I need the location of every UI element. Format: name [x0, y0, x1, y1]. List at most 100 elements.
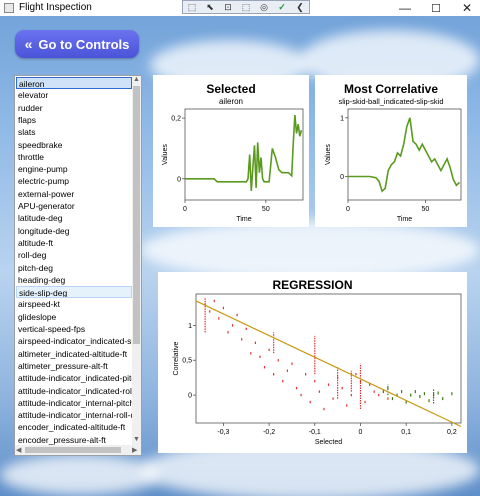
red-data-point	[364, 400, 366, 404]
red-data-point	[373, 390, 375, 393]
list-item[interactable]: airspeed-kt	[18, 299, 61, 310]
list-item[interactable]: vertical-speed-fps	[18, 324, 86, 334]
layout-adorner-icon[interactable]: ⊡	[224, 2, 232, 12]
horizontal-scrollbar[interactable]: ◀ ▶	[15, 445, 141, 455]
y-tick-label: 0	[177, 176, 181, 183]
red-data-point	[241, 338, 243, 341]
green-data-point	[391, 397, 394, 401]
vertical-scroll-thumb[interactable]	[133, 86, 140, 344]
scroll-up-arrow-icon[interactable]: ▲	[133, 76, 140, 83]
minimize-button[interactable]: —	[399, 1, 411, 15]
list-item[interactable]: attitude-indicator_indicated-roll-de	[18, 385, 132, 396]
x-tick-label: 0,2	[447, 429, 457, 436]
list-item[interactable]: heading-deg	[18, 274, 66, 285]
x-axis-label: Time	[397, 216, 412, 223]
regression-line	[195, 300, 462, 428]
app-icon	[4, 3, 14, 13]
list-item[interactable]: rudder	[18, 102, 43, 113]
series-line	[185, 115, 303, 191]
green-data-point	[428, 399, 430, 403]
x-tick-label: 0	[346, 206, 350, 213]
property-list[interactable]: aileron elevator rudder flaps slats speedbrak…	[14, 75, 142, 456]
horizontal-scroll-thumb[interactable]	[25, 447, 121, 453]
correlative-chart-plot: 0 50 0 1 Time Values	[325, 108, 462, 223]
red-data-point	[309, 400, 311, 404]
red-data-point	[204, 303, 206, 306]
x-axis-label: Time	[236, 216, 251, 223]
debug-toolbar: ⬚ ⬉ ⊡ ⬚ ◎ ✓ ❮	[182, 0, 310, 14]
list-item[interactable]: APU-generator	[18, 201, 75, 211]
red-data-point	[286, 369, 288, 372]
green-data-point	[442, 397, 444, 401]
red-data-point	[300, 393, 302, 397]
frame-icon[interactable]: ⬚	[241, 2, 251, 12]
red-data-point	[350, 393, 352, 397]
list-item[interactable]: encoder_indicated-altitude-ft	[18, 422, 126, 433]
list-item[interactable]: side-slip-deg	[16, 286, 132, 299]
y-axis-label: Values	[325, 144, 332, 165]
list-item[interactable]: altimeter_indicated-altitude-ft	[18, 348, 128, 359]
list-item[interactable]: altimeter_pressure-alt-ft	[18, 360, 108, 371]
regression-chart-title: REGRESSION	[272, 278, 353, 292]
list-item[interactable]: electric-pump	[18, 176, 70, 187]
scroll-left-arrow-icon[interactable]: ◀	[16, 447, 22, 454]
x-tick-label: -0,1	[309, 429, 321, 436]
list-item[interactable]: aileron	[16, 77, 132, 89]
list-item[interactable]: encoder_pressure-alt-ft	[18, 434, 106, 445]
list-item[interactable]: attitude-indicator_internal-roll-de	[18, 410, 132, 421]
list-item[interactable]: roll-deg	[18, 250, 47, 261]
red-data-point	[355, 372, 357, 376]
red-data-point	[387, 397, 389, 400]
list-item[interactable]: speedbrake	[18, 139, 63, 150]
list-item[interactable]: latitude-deg	[18, 213, 63, 224]
list-item[interactable]: airspeed-indicator_indicated-speed	[18, 336, 132, 347]
x-axis-label: Selected	[315, 439, 342, 446]
scroll-right-arrow-icon[interactable]: ▶	[132, 447, 138, 454]
collapse-icon[interactable]: ❮	[296, 2, 304, 12]
select-element-icon[interactable]: ⬚	[187, 2, 197, 12]
selected-chart-panel: Selected aileron 0 50 0 0,2 Time Values	[153, 75, 309, 227]
x-tick-label: -0,3	[217, 429, 229, 436]
scroll-down-arrow-icon[interactable]: ▼	[133, 436, 140, 443]
x-tick-label: 0	[183, 206, 187, 213]
list-item[interactable]: altitude-ft	[18, 237, 53, 248]
close-button[interactable]: ✕	[461, 1, 473, 15]
red-data-point	[346, 404, 348, 407]
go-to-controls-button[interactable]: « Go to Controls	[15, 30, 139, 58]
list-item[interactable]: engine-pump	[18, 164, 68, 175]
list-item[interactable]: flaps	[18, 114, 36, 125]
list-item[interactable]: glideslope	[18, 311, 57, 322]
y-tick-label: 0	[340, 174, 344, 181]
y-tick-label: 0,5	[182, 358, 192, 365]
maximize-button[interactable]: ☐	[431, 2, 441, 15]
x-tick-label: 50	[421, 206, 429, 213]
green-data-point	[401, 390, 403, 394]
correlative-chart-subtitle: slip-skid-ball_indicated-slip-skid	[338, 97, 444, 106]
list-item[interactable]: elevator	[18, 90, 49, 101]
red-data-point	[337, 376, 339, 379]
red-data-point	[209, 310, 211, 313]
green-data-point	[387, 386, 389, 390]
list-item[interactable]: longitude-deg	[18, 225, 70, 236]
y-axis-label: Correlative	[173, 341, 180, 375]
vertical-scrollbar[interactable]: ▲ ▼	[132, 76, 141, 446]
correlative-chart-panel: Most Correlative slip-skid-ball_indicate…	[315, 75, 467, 227]
green-data-point	[410, 393, 412, 397]
red-data-point	[291, 362, 293, 365]
red-data-point	[254, 341, 256, 345]
red-data-point	[259, 355, 261, 358]
track-focus-icon[interactable]: ◎	[260, 2, 268, 12]
list-item[interactable]: pitch-deg	[18, 262, 53, 273]
plot-frame	[195, 293, 462, 424]
list-item[interactable]: slats	[18, 127, 36, 138]
red-data-point	[332, 397, 334, 400]
plot-frame	[347, 108, 462, 201]
list-item[interactable]: external-power	[18, 188, 75, 199]
red-data-point	[218, 317, 220, 320]
series-line	[348, 117, 461, 193]
list-item[interactable]: throttle	[18, 151, 44, 162]
check-icon[interactable]: ✓	[278, 2, 286, 12]
list-item[interactable]: attitude-indicator_indicated-pitch-	[18, 373, 132, 384]
pointer-icon[interactable]: ⬉	[206, 2, 214, 12]
list-item[interactable]: attitude-indicator_internal-pitch-de	[18, 397, 132, 408]
